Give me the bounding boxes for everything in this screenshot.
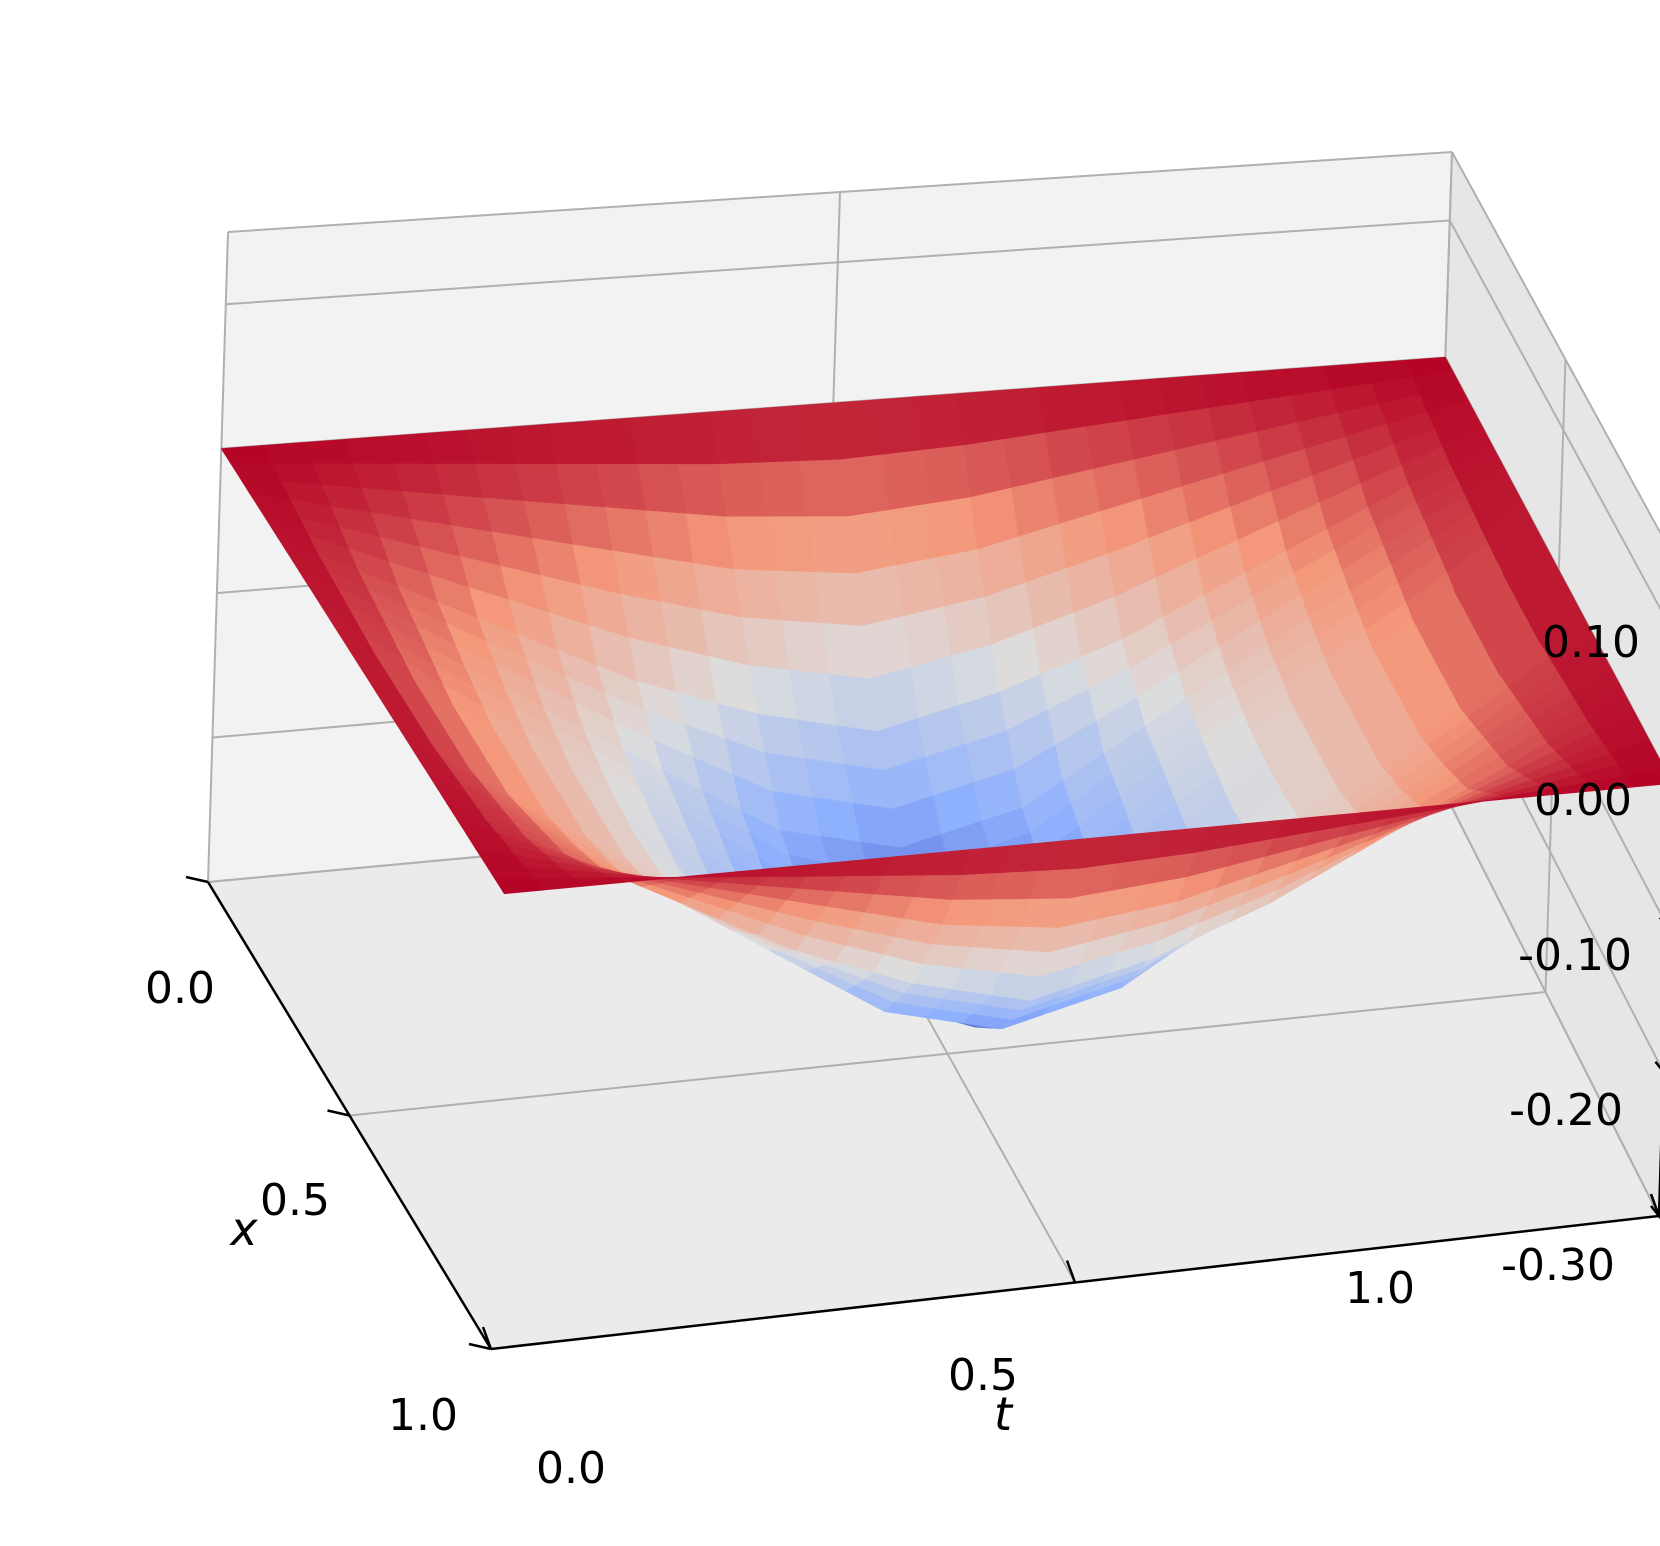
surface-patch (758, 460, 808, 518)
t-tick-label-1: 0.5 (948, 1350, 1018, 1401)
surface-patch (220, 445, 273, 465)
z-tick-label-1: 0.00 (1534, 775, 1632, 826)
surface-patch (751, 405, 801, 464)
surface-patch (792, 402, 841, 462)
z-tick-label-0: 0.10 (1542, 617, 1640, 668)
grid-line (1448, 219, 1660, 611)
surface-patch (1003, 432, 1053, 489)
surface-patch (1159, 375, 1209, 416)
surface-patch (773, 570, 823, 624)
t-tick-mark-0 (481, 1326, 493, 1350)
t-tick-mark-1 (1065, 1260, 1077, 1283)
floor-pane (208, 768, 1659, 1349)
surface-patch (725, 516, 775, 572)
surface-patch (935, 549, 985, 608)
z-tick-mark-0 (1650, 1205, 1660, 1220)
surface-patch (996, 387, 1045, 440)
x-tick-mark-0 (185, 875, 209, 884)
surface-patch (1036, 384, 1086, 434)
t-axis-label: t (994, 1387, 1014, 1441)
surface-patch (847, 509, 897, 575)
surface-patch (766, 516, 815, 573)
surface-patch (1077, 381, 1127, 428)
pane-edge (1451, 151, 1660, 535)
x-tick-mark-2 (468, 1342, 492, 1351)
surface-patch (1118, 378, 1168, 422)
surface-patch (955, 390, 1005, 447)
z-tick-mark-1 (1654, 1060, 1660, 1070)
surface-patch (873, 396, 923, 456)
surface-patch (588, 417, 638, 465)
surface-patch (962, 439, 1012, 499)
x-tick-label-0: 0.0 (145, 963, 215, 1014)
surface-patch (806, 516, 856, 575)
surface-patch (813, 571, 863, 627)
surface-patch (547, 420, 597, 465)
surface-patch (832, 399, 882, 461)
surface-patch (710, 408, 760, 465)
surface-patch (717, 462, 767, 518)
surface-patch (914, 393, 964, 451)
axis-lines (185, 875, 1660, 1351)
z-tick-label-2: -0.10 (1518, 930, 1632, 981)
pane-edge (227, 151, 1453, 233)
grid-line (1431, 767, 1660, 1217)
x-axis-label: x (228, 1202, 258, 1256)
surface-patch (928, 497, 978, 559)
surface-patch (854, 565, 904, 627)
surface-patch (628, 414, 679, 465)
t-tick-label-2: 1.0 (1345, 1263, 1415, 1314)
surface-mesh (220, 356, 1660, 1030)
surface-patch (799, 459, 849, 518)
surface-patch (895, 557, 945, 618)
grid-line (225, 219, 1450, 306)
z-tick-label-3: -0.20 (1509, 1085, 1623, 1136)
surface-patch (880, 449, 930, 511)
x-tick-mark-1 (327, 1109, 350, 1117)
grid-line (207, 231, 229, 883)
z-tick-label-4: -0.30 (1501, 1240, 1615, 1291)
surface-patch (669, 411, 719, 465)
surface-patch (921, 445, 971, 505)
t-tick-label-0: 0.0 (536, 1443, 606, 1494)
surface-patch (887, 503, 937, 567)
x-tick-label-1: 0.5 (260, 1175, 330, 1226)
surface-patch (840, 454, 889, 518)
x-tick-label-2: 1.0 (388, 1390, 458, 1441)
surface-patch (494, 878, 545, 895)
